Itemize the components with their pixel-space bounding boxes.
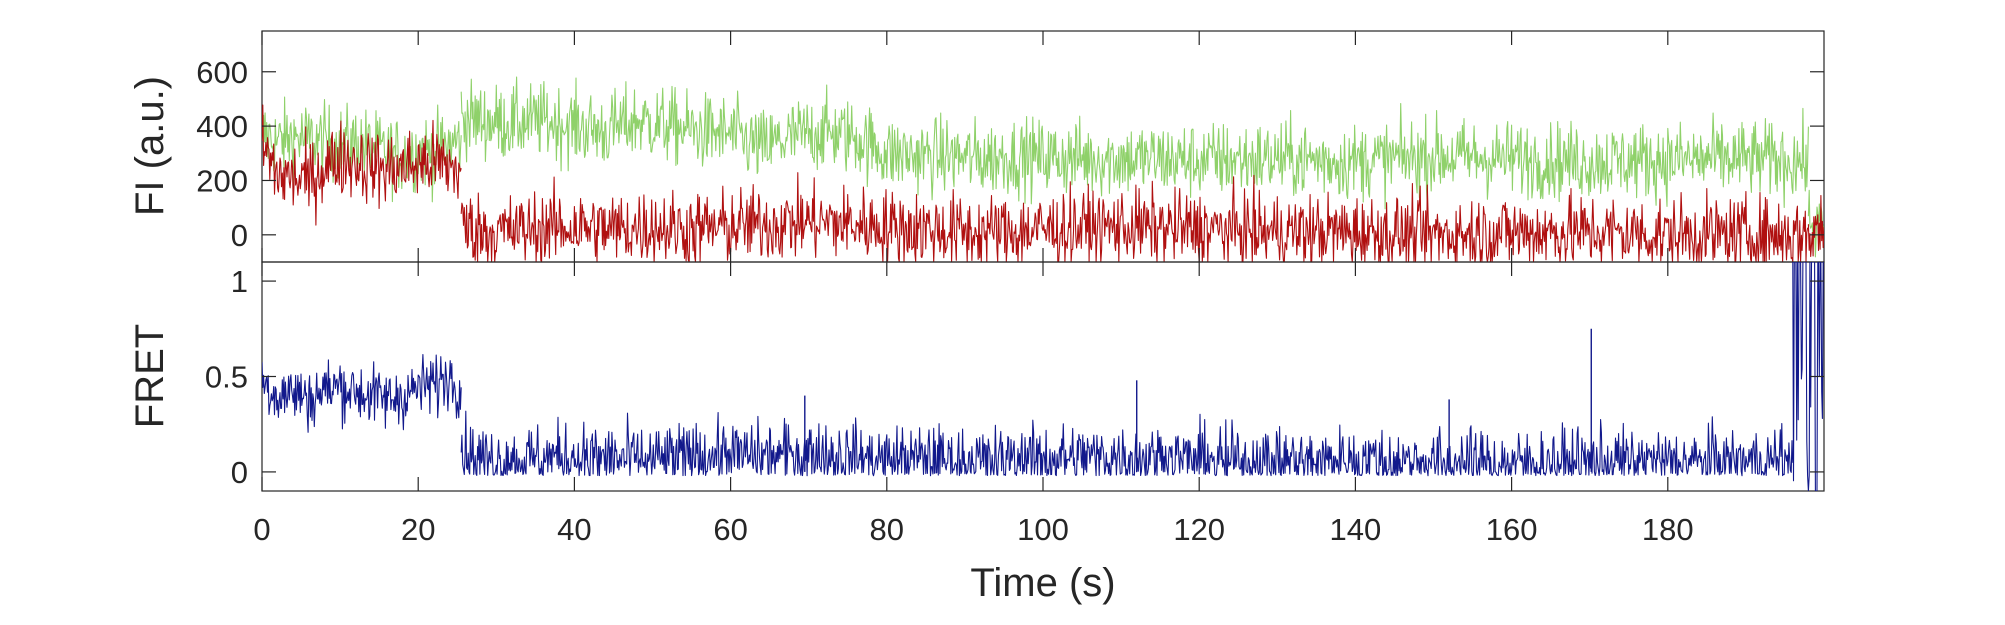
fret-y-tick-label-1: 0.5 bbox=[205, 360, 248, 395]
intensity-series-1-segment-2 bbox=[1807, 194, 1824, 258]
fret-series-0-segment-2 bbox=[1792, 262, 1824, 491]
fret-traces bbox=[262, 262, 1824, 491]
time-x-tick-label-3: 60 bbox=[713, 512, 747, 547]
time-x-tick-label-1: 20 bbox=[401, 512, 435, 547]
time-x-ticks: 0 20 40 60 80 100 120 140 160 180 bbox=[253, 512, 1693, 547]
intensity-y-tick-label-2: 400 bbox=[196, 109, 248, 144]
fret-series-0-segment-1 bbox=[460, 410, 1794, 477]
time-x-tick-label-6: 120 bbox=[1173, 512, 1225, 547]
fret-series-0-segment-0 bbox=[262, 354, 462, 433]
intensity-panel: 0 200 400 600 FI (a.u.) bbox=[128, 30, 1825, 263]
fret-y-axis-label: FRET bbox=[128, 324, 172, 428]
time-x-tick-label-2: 40 bbox=[557, 512, 591, 547]
time-x-tick-label-8: 160 bbox=[1486, 512, 1538, 547]
intensity-y-tick-label-0: 0 bbox=[231, 218, 248, 253]
intensity-y-axis-label: FI (a.u.) bbox=[128, 76, 172, 216]
time-x-axis-label: Time (s) bbox=[970, 561, 1115, 605]
intensity-series-1-segment-1 bbox=[460, 172, 1809, 262]
intensity-series-0-segment-1 bbox=[460, 76, 1809, 210]
time-x-tick-label-5: 100 bbox=[1017, 512, 1069, 547]
intensity-y-tick-label-1: 200 bbox=[196, 163, 248, 198]
intensity-y-tick-label-3: 600 bbox=[196, 55, 248, 90]
fret-y-tick-label-2: 1 bbox=[231, 264, 248, 299]
time-x-tick-label-7: 140 bbox=[1330, 512, 1382, 547]
fret-y-ticks: 00.51 bbox=[205, 262, 1824, 491]
intensity-y-ticks: 0 200 400 600 bbox=[196, 31, 1824, 262]
intensity-traces bbox=[262, 76, 1824, 262]
time-x-tick-label-4: 80 bbox=[870, 512, 904, 547]
intensity-series-1-segment-0 bbox=[262, 104, 462, 226]
fret-panel: 00.51 0 20 40 60 80 100 120 140 160 180 FRET Time… bbox=[128, 261, 1825, 605]
fret-y-tick-label-0: 0 bbox=[231, 455, 248, 490]
time-x-tick-label-0: 0 bbox=[253, 512, 270, 547]
time-x-tick-label-9: 180 bbox=[1642, 512, 1694, 547]
